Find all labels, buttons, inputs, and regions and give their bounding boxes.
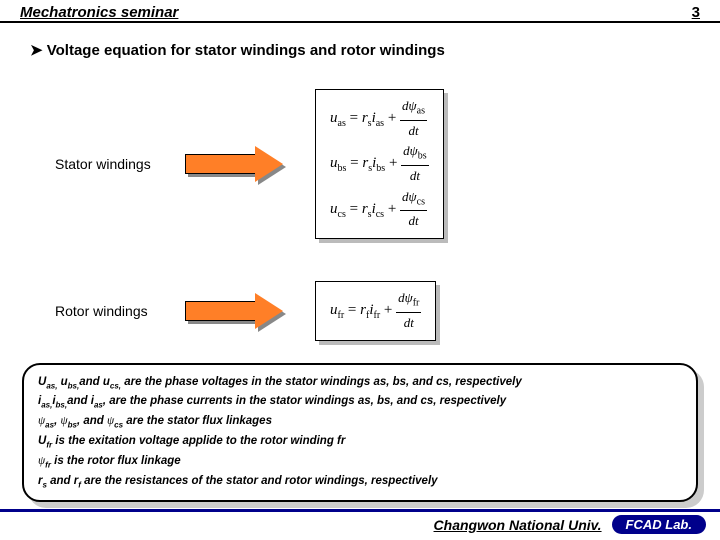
note-line-2: ias,ibs,and ias, are the phase currents … [38,392,682,412]
rotor-equation-box: ufr = rfifr + dψfrdt [315,281,436,340]
stator-equation-box: uas = rsias + dψasdtubs = rsibs + dψbsdt… [315,89,444,239]
arrow-icon [185,293,285,329]
note-line-3: ψas, ψbs, and ψcs are the stator flux li… [38,412,682,432]
page-number: 3 [692,4,700,21]
university-name: Changwon National Univ. [434,517,602,533]
rotor-row: Rotor windings ufr = rfifr + dψfrdt [55,281,720,340]
section-heading: Voltage equation for stator windings and… [30,41,720,59]
stator-label: Stator windings [55,156,185,172]
note-line-4: Ufr is the exitation voltage applide to … [38,432,682,452]
rotor-label: Rotor windings [55,303,185,319]
stator-row: Stator windings uas = rsias + dψasdtubs … [55,89,720,239]
header-title: Mechatronics seminar [20,4,178,21]
slide-footer: Changwon National Univ. FCAD Lab. [434,515,706,534]
note-line-5: ψfr is the rotor flux linkage [38,452,682,472]
note-line-1: Uas, ubs,and ucs, are the phase voltages… [38,373,682,393]
arrow-icon [185,146,285,182]
slide-header: Mechatronics seminar 3 [0,0,720,23]
footer-rule [0,509,720,512]
note-line-6: rs and rf are the resistances of the sta… [38,472,682,492]
notes-box: Uas, ubs,and ucs, are the phase voltages… [22,363,698,502]
lab-badge: FCAD Lab. [612,515,706,534]
